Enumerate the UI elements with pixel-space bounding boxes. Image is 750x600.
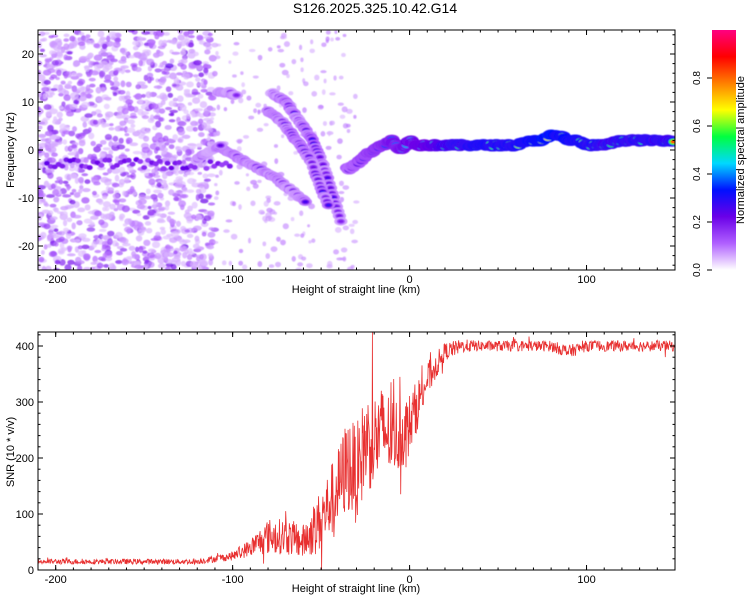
snr-ytick-label: 200 (16, 453, 34, 465)
colorbar-gradient (712, 30, 736, 270)
colorbar-ticks: 0.0 0.2 0.4 0.6 0.8 (692, 71, 712, 277)
snr-xtick-label: 0 (407, 574, 413, 586)
spectrogram-xtick-label: -200 (45, 274, 67, 286)
snr-background (38, 332, 675, 570)
spectrogram-ytick-label: 20 (22, 49, 34, 61)
snr-ylabel: SNR (10 * v/v) (5, 417, 17, 487)
colorbar-label: Normalized spectral amplitude (735, 76, 747, 224)
snr-ytick-label: 100 (16, 509, 34, 521)
spectrogram-xtick-label: 100 (577, 274, 595, 286)
spectrogram-ytick-label: 10 (22, 97, 34, 109)
snr-xlabel: Height of straight line (km) (292, 583, 420, 595)
snr-xtick-label: -100 (222, 574, 244, 586)
spectrogram-ylabel: Frequency (Hz) (5, 112, 17, 188)
snr-ticks: -200 -100 0 100 0 100 200 300 400 (16, 332, 676, 586)
snr-ytick-label: 0 (28, 565, 34, 577)
heatmap-secondary-ridge (190, 141, 228, 165)
heatmap-secondary-ridge (217, 145, 313, 207)
spectrogram-heatmap (38, 30, 675, 270)
heatmap-secondary-ridge (211, 86, 244, 101)
colorbar-tick-label: 0.0 (692, 263, 703, 277)
figure-title: S126.2025.325.10.42.G14 (293, 0, 457, 16)
spectrogram-xtick-label: 0 (407, 274, 413, 286)
snr-ytick-label: 400 (16, 341, 34, 353)
heatmap-noise (38, 30, 360, 270)
colorbar: 0.0 0.2 0.4 0.6 0.8 Normalized spectral ampl… (692, 30, 747, 277)
snr-series-line (38, 332, 675, 570)
spectrogram-ytick-label: -10 (18, 193, 34, 205)
spectrogram-xtick-label: -100 (222, 274, 244, 286)
heatmap-main-ridge (339, 129, 675, 175)
colorbar-tick-label: 0.2 (692, 215, 703, 229)
spectrogram-ytick-label: 0 (28, 145, 34, 157)
colorbar-tick-label: 0.4 (692, 167, 703, 181)
snr-xtick-label: 100 (577, 574, 595, 586)
snr-ytick-label: 300 (16, 397, 34, 409)
heatmap-secondary-ridge (261, 106, 336, 210)
colorbar-tick-label: 0.8 (692, 71, 703, 85)
snr-panel: -200 -100 0 100 0 100 200 300 400 Height of stra… (5, 331, 676, 595)
snr-xtick-label: -200 (45, 574, 67, 586)
spectrogram-xlabel: Height of straight line (km) (292, 284, 420, 296)
spectrogram-ytick-label: -20 (18, 241, 34, 253)
colorbar-tick-label: 0.6 (692, 119, 703, 133)
